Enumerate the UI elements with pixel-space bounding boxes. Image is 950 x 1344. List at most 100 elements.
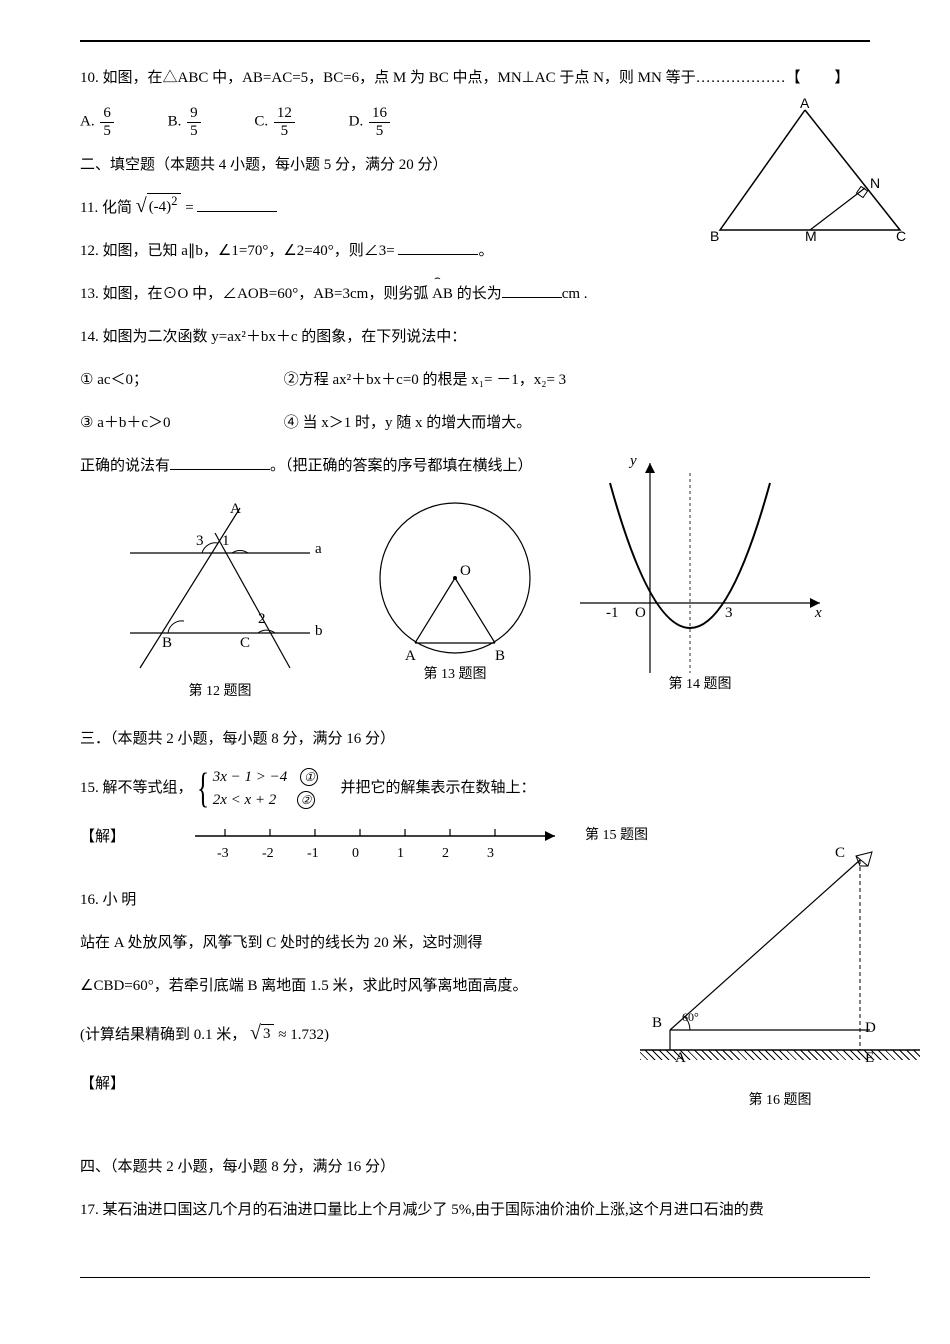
f13-A: A: [405, 648, 416, 665]
rad3in: 3: [261, 1024, 275, 1043]
frac-b: 95: [187, 105, 201, 139]
f12-B: B: [162, 635, 172, 652]
q10-opt-d: D. 165: [349, 105, 392, 139]
f13-B: B: [495, 648, 505, 665]
q16-A: A: [675, 1050, 686, 1067]
q16-ang: 60°: [682, 1010, 699, 1025]
frac-c-d: 5: [274, 123, 295, 140]
q14-l1: ① ac＜0； ②方程 ax²＋bx＋c=0 的根是 x₁= －1，x₂= 3: [80, 364, 870, 397]
q14-2: ②方程 ax²＋bx＋c=0 的根是 x₁= －1，x₂= 3: [284, 372, 566, 388]
fig12-svg: [110, 493, 330, 673]
numline-label: 0: [352, 839, 359, 870]
lbl-m: M: [805, 228, 817, 244]
q16-D: D: [865, 1020, 876, 1037]
numline-label: 3: [487, 839, 494, 870]
fig13: O A B 第 13 题图: [365, 493, 545, 683]
q15-cap: 第 15 题图: [585, 821, 648, 852]
q10-opt-a: A. 65: [80, 105, 116, 139]
q14-l2: ③ a＋b＋c＞0 ④ 当 x＞1 时，y 随 x 的增大而增大。: [80, 407, 870, 440]
frac-c: 125: [274, 105, 295, 139]
lbl-a: A: [800, 95, 809, 111]
q14-tail-a: 正确的说法有: [80, 458, 170, 474]
q13: 13. 如图，在⊙O 中，∠AOB=60°，AB=3cm，则劣弧 ⌢AB 的长为…: [80, 278, 870, 311]
rad-exp: 2: [171, 194, 177, 208]
q14-blank: [170, 454, 270, 470]
opt-c-label: C.: [254, 113, 268, 129]
numline-label: -2: [262, 839, 274, 870]
q12-blank: [398, 239, 478, 255]
frac-c-n: 12: [274, 105, 295, 123]
q16-paren: ): [324, 1027, 329, 1043]
q16-cap: 第 16 题图: [640, 1089, 920, 1109]
q14-1: ① ac＜0；: [80, 364, 280, 397]
q13-b: 的长为: [453, 286, 502, 302]
frac-b-n: 9: [187, 105, 201, 123]
section4: 四、（本题共 2 小题，每小题 8 分，满分 16 分）: [80, 1151, 870, 1184]
frac-a-d: 5: [100, 123, 114, 140]
f12-1: 1: [222, 533, 230, 550]
q10-bracket-r: 】: [834, 70, 849, 86]
q16-approx: ≈ 1.732: [274, 1027, 323, 1043]
section3: 三．（本题共 2 小题，每小题 8 分，满分 16 分）: [80, 723, 870, 756]
fig13-svg: [365, 493, 545, 673]
f14-3: 3: [725, 605, 733, 622]
eqn2: 2x < x + 2: [213, 792, 277, 808]
q10-opt-c: C. 125: [254, 105, 297, 139]
lbl-c: C: [896, 228, 906, 244]
q16-l4a: (计算结果精确到 0.1 米，: [80, 1027, 246, 1043]
top-rule: [80, 40, 870, 42]
figures-row: A 3 1 a b B C 2 第 12 题图 O A B 第 13 题图: [80, 493, 870, 713]
rad3: √: [250, 1023, 261, 1043]
q16-C: C: [835, 845, 845, 862]
q14-3: ③ a＋b＋c＞0: [80, 407, 280, 440]
rad-base: (-4): [149, 199, 172, 215]
numberline-svg: [185, 821, 565, 861]
q17: 17. 某石油进口国这几个月的石油进口量比上个月减少了 5%,由于国际油价油价上…: [80, 1194, 870, 1227]
q16-figure: C B 60° D A E 第 16 题图: [640, 840, 920, 1109]
numline-label: -3: [217, 839, 229, 870]
q14-4: ④ 当 x＞1 时，y 随 x 的增大而增大。: [284, 415, 532, 431]
c1: ①: [300, 768, 318, 786]
numberline: -3-2-10123: [185, 821, 565, 874]
lbl-b: B: [710, 228, 719, 244]
q14-head: 14. 如图为二次函数 y=ax²＋bx＋c 的图象，在下列说法中：: [80, 321, 870, 354]
f14-neg1: -1: [606, 605, 619, 622]
q15-pre: 15. 解不等式组，: [80, 772, 193, 805]
frac-a-n: 6: [100, 105, 114, 123]
numline-label: 1: [397, 839, 404, 870]
fig12: A 3 1 a b B C 2 第 12 题图: [110, 493, 330, 700]
f12-a: a: [315, 541, 322, 558]
q13-c: cm .: [562, 286, 588, 302]
q15-post: 并把它的解集表示在数轴上：: [340, 772, 535, 805]
opt-a-label: A.: [80, 113, 95, 129]
footer-rule: [80, 1277, 870, 1278]
f12-2: 2: [258, 611, 266, 628]
f12-cap: 第 12 题图: [110, 680, 330, 700]
sqrt-icon: √(-4)2: [136, 193, 182, 216]
f12-b: b: [315, 623, 323, 640]
fig14-svg: [570, 453, 830, 683]
q15: 15. 解不等式组， { 3x − 1 > −4 ① 2x < x + 2 ② …: [80, 766, 870, 811]
q14-tail-b: 。（把正确的答案的序号都填在横线上）: [270, 458, 533, 474]
q15-eqns: 3x − 1 > −4 ① 2x < x + 2 ②: [213, 766, 321, 811]
lbl-n: N: [870, 175, 880, 191]
numline-label: 2: [442, 839, 449, 870]
q10-bracket-l: 【: [786, 70, 801, 86]
frac-b-d: 5: [187, 123, 201, 140]
f13-O: O: [460, 563, 471, 580]
q16-E: E: [865, 1050, 874, 1067]
opt-b-label: B.: [168, 113, 182, 129]
brace-icon: {: [197, 770, 209, 808]
f12-A: A: [230, 501, 241, 518]
q12-end: 。: [478, 243, 493, 259]
kite-svg: [640, 840, 920, 1070]
q10-stem: 10. 如图，在△ABC 中，AB=AC=5，BC=6，点 M 为 BC 中点，…: [80, 62, 870, 95]
arc-top: ⌢: [434, 268, 441, 290]
q13-blank: [502, 282, 562, 298]
frac-d: 165: [369, 105, 390, 139]
q11-blank: [197, 196, 277, 212]
f12-C: C: [240, 635, 250, 652]
fig14: y O -1 3 x 第 14 题图: [570, 453, 830, 693]
f14-O: O: [635, 605, 646, 622]
q13-a: 13. 如图，在⊙O 中，∠AOB=60°，AB=3cm，则劣弧: [80, 286, 432, 302]
